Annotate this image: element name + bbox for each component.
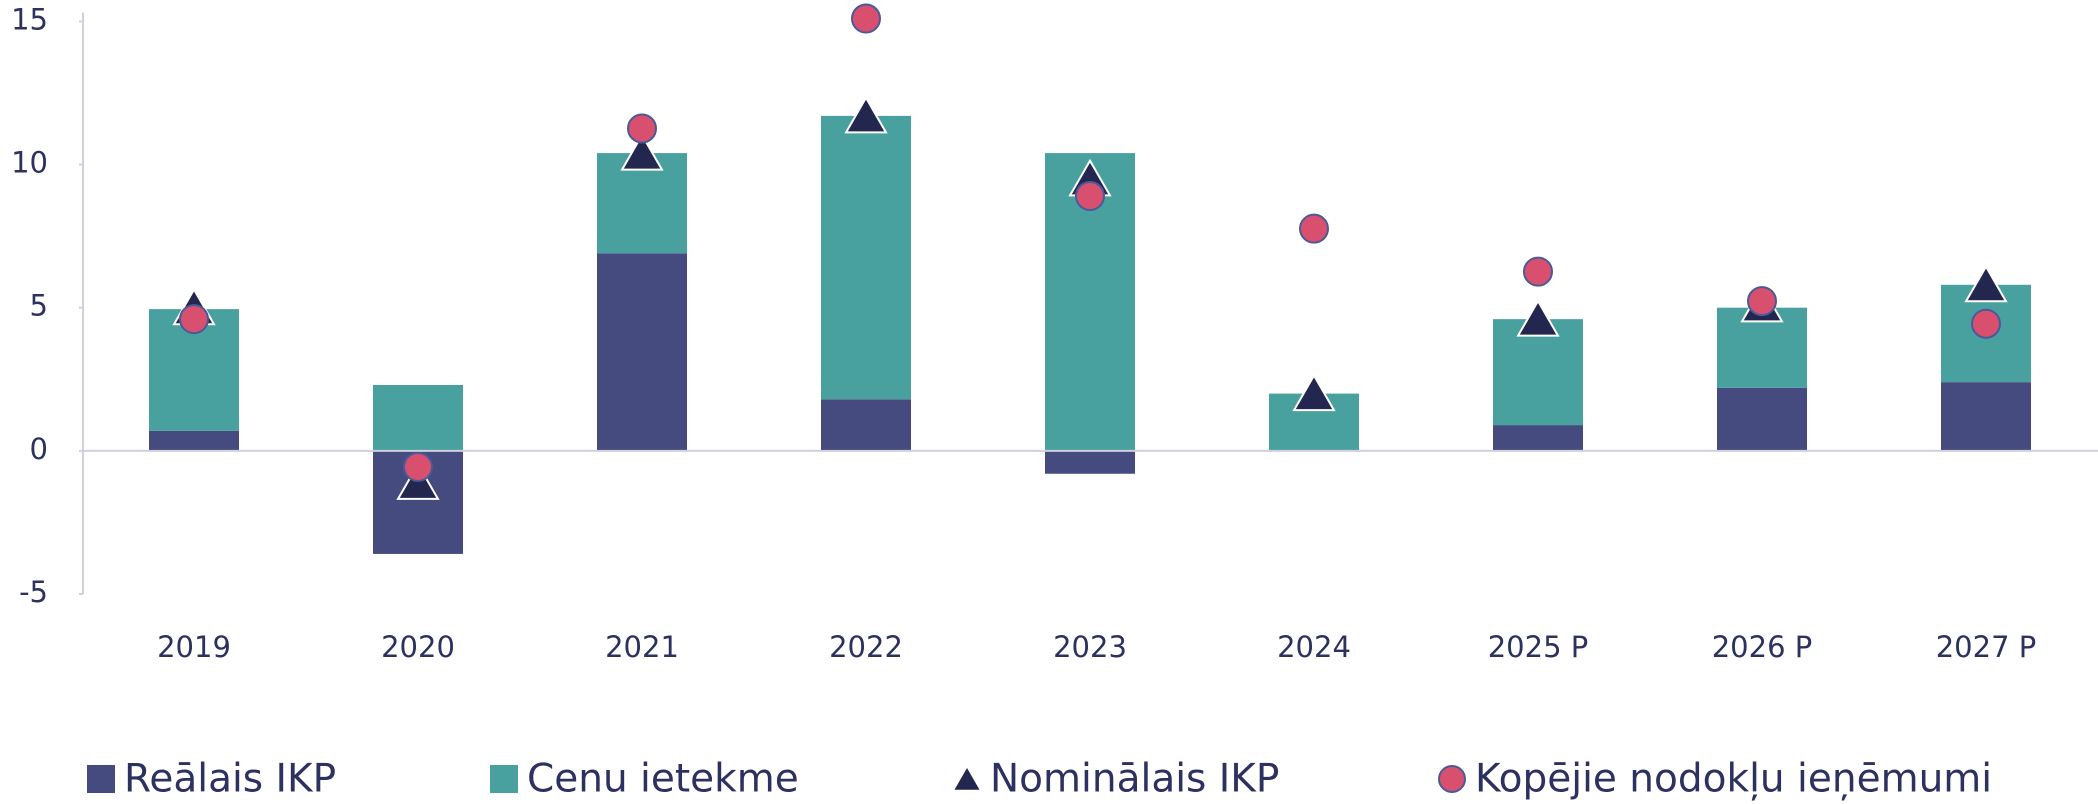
x-tick-label: 2027 P <box>1936 630 2037 664</box>
x-tick-label: 2020 <box>381 630 455 664</box>
bar-segment <box>597 253 687 451</box>
circle-marker <box>1747 286 1777 317</box>
triangle-marker <box>844 95 888 134</box>
circle-marker <box>179 304 209 335</box>
bar-segment <box>821 399 911 451</box>
circle-marker <box>1299 213 1329 244</box>
y-tick-label: 10 <box>11 146 48 180</box>
bar-segment <box>821 115 911 400</box>
circle-marker <box>1971 308 2001 339</box>
bar-segment <box>1045 450 1135 474</box>
y-tick-label: 5 <box>30 289 48 323</box>
x-tick-label: 2023 <box>1053 630 1127 664</box>
legend-label: Nominālais IKP <box>990 757 1279 802</box>
x-tick-label: 2021 <box>605 630 679 664</box>
circle-marker <box>851 3 881 34</box>
x-tick-label: 2024 <box>1277 630 1351 664</box>
legend-label: Kopējie nodokļu ieņēmumi <box>1475 757 1992 802</box>
bar-segment <box>373 385 463 451</box>
y-tick-label: -5 <box>19 575 48 609</box>
bar-segment <box>1941 382 2031 451</box>
y-tick-label: 15 <box>11 2 48 36</box>
legend-label: Reālais IKP <box>124 757 336 802</box>
bar-segment <box>149 430 239 451</box>
legend-label: Cenu ietekme <box>527 757 799 802</box>
bar-segment <box>1717 387 1807 451</box>
legend-swatch <box>87 765 115 793</box>
triangle-marker <box>1964 264 2008 303</box>
bar-segment <box>1493 319 1583 426</box>
x-tick-label: 2019 <box>157 630 231 664</box>
legend-swatch <box>951 763 983 792</box>
x-tick-label: 2022 <box>829 630 903 664</box>
bar-segment <box>1493 425 1583 451</box>
triangle-marker <box>1516 299 1560 337</box>
circle-marker <box>627 113 657 144</box>
circle-marker <box>1523 256 1553 287</box>
circle-marker <box>1075 181 1105 212</box>
x-tick-label: 2025 P <box>1488 630 1589 664</box>
circle-marker <box>403 451 433 482</box>
x-tick-label: 2026 P <box>1712 630 1813 664</box>
triangle-marker <box>1292 373 1336 412</box>
y-tick-label: 0 <box>30 432 48 466</box>
legend-swatch <box>490 765 518 793</box>
legend-swatch <box>1438 765 1466 793</box>
triangle-marker <box>620 132 664 171</box>
